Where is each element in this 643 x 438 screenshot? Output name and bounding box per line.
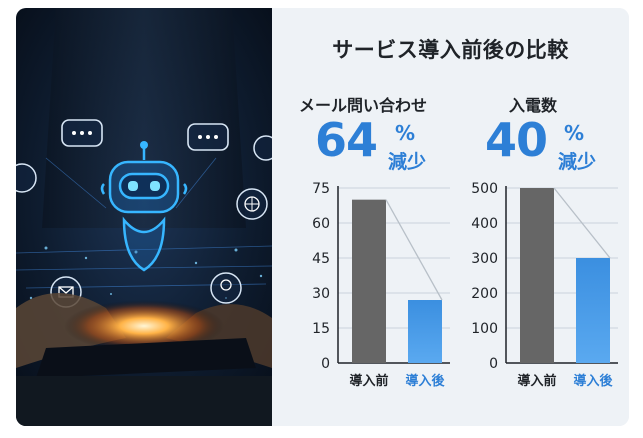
y-tick-label: 300 — [471, 251, 498, 267]
metric-value: 64 — [315, 113, 378, 167]
bar-before — [520, 188, 554, 363]
metric-label: 入電数 — [508, 96, 557, 115]
trend-connector — [553, 187, 611, 259]
trend-connector — [385, 199, 443, 301]
x-category-label: 導入前 — [349, 373, 388, 389]
bar-chart-calls: 0 100 200 300 400 500 導入前 導入後 — [471, 181, 618, 389]
bar-after — [408, 300, 442, 363]
comparison-card: サービス導入前後の比較 メール問い合わせ 64 % 減少 入電数 40 % 減少… — [16, 8, 629, 426]
y-tick-label: 0 — [489, 356, 498, 372]
x-category-label: 導入後 — [405, 373, 445, 389]
y-tick-label: 30 — [312, 286, 330, 302]
y-tick-label: 45 — [312, 251, 330, 267]
y-tick-label: 200 — [471, 286, 498, 302]
comparison-panel: サービス導入前後の比較 メール問い合わせ 64 % 減少 入電数 40 % 減少… — [272, 8, 629, 426]
ai-robot-illustration — [16, 8, 272, 426]
y-tick-label: 500 — [471, 181, 498, 197]
metric-unit: % — [395, 121, 416, 145]
y-tick-label: 15 — [312, 321, 330, 337]
y-tick-label: 100 — [471, 321, 498, 337]
y-tick-label: 75 — [312, 181, 330, 197]
metric-label: メール問い合わせ — [298, 96, 427, 115]
metric-unit: % — [564, 121, 585, 145]
y-tick-label: 0 — [321, 356, 330, 372]
metric-change: 減少 — [558, 151, 597, 173]
page-title: サービス導入前後の比較 — [332, 38, 569, 62]
y-tick-label: 60 — [312, 216, 330, 232]
x-category-label: 導入後 — [573, 373, 613, 389]
y-tick-label: 400 — [471, 216, 498, 232]
bar-chart-email: 0 15 30 45 60 75 導入前 導入後 — [312, 181, 450, 389]
bar-before — [352, 199, 386, 363]
bar-after — [576, 258, 610, 363]
metric-value: 40 — [485, 113, 548, 167]
x-category-label: 導入前 — [517, 373, 556, 389]
metric-change: 減少 — [388, 151, 427, 173]
